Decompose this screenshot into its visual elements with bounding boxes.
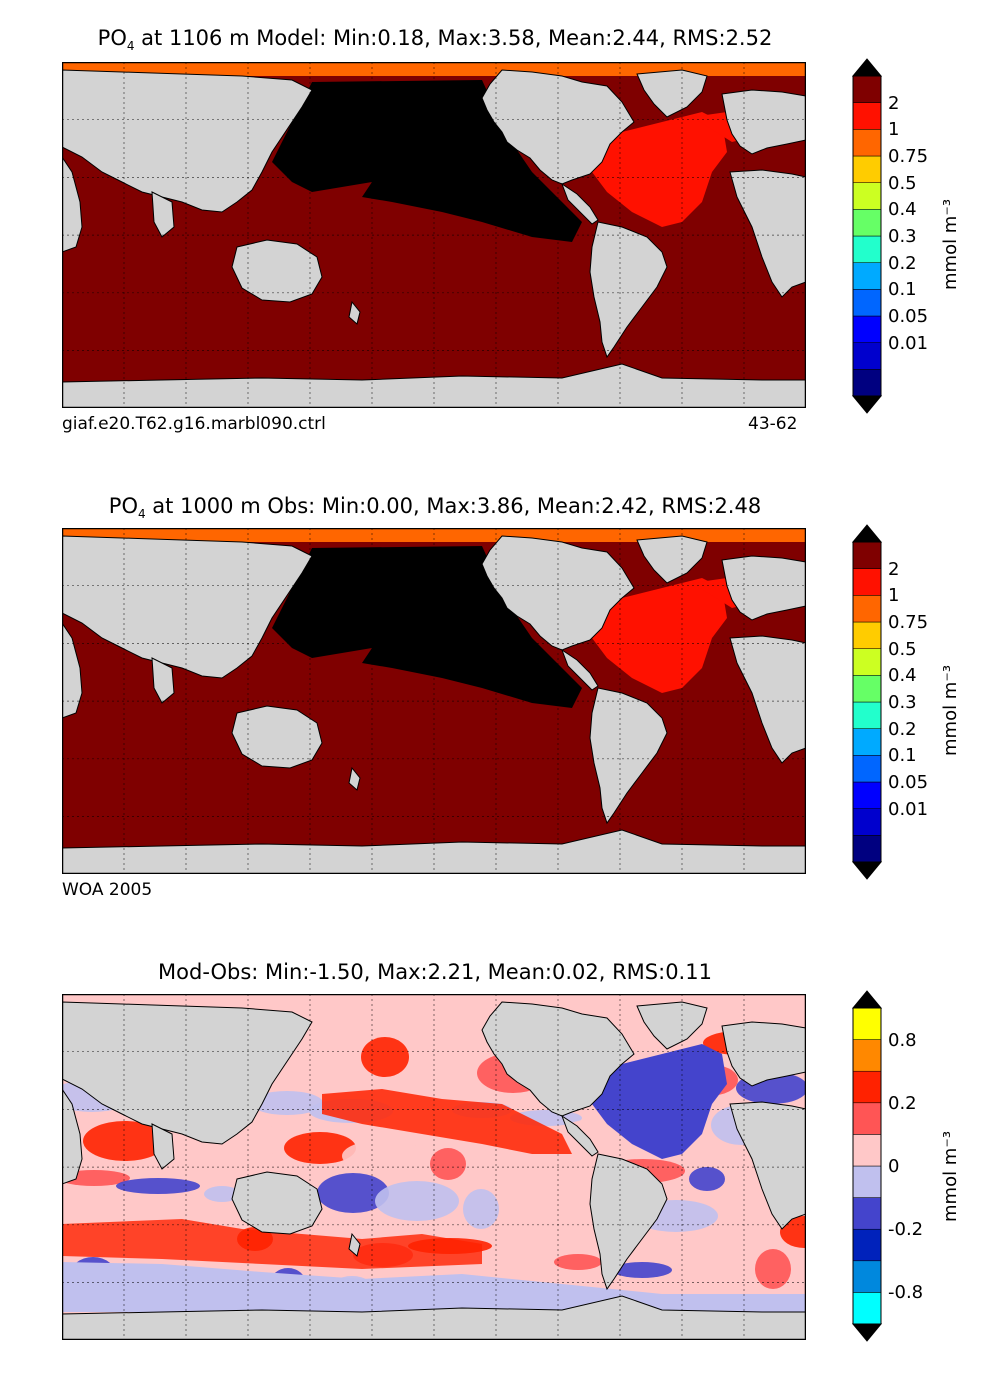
colorbar-tick-label: 0.3 — [888, 226, 917, 247]
colorbar-tick-label: 0.01 — [888, 332, 929, 354]
colorbar-tick-label: 0.4 — [888, 199, 917, 221]
panel-observations: PO4 at 1000 m Obs: Min:0.00, Max:3.86, M… — [0, 466, 996, 926]
world-map — [62, 62, 806, 408]
colorbar-tick-label: 0.4 — [888, 665, 917, 687]
experiment-caption: giaf.e20.T62.g16.marbl090.ctrl — [62, 414, 326, 434]
colorbar-tick-label: 0.1 — [888, 745, 917, 767]
colorbar-tick-label: 0.2 — [888, 252, 917, 274]
colorbar-tick-label: 1 — [888, 585, 900, 607]
colorbar-tick-label: 2 — [888, 558, 900, 580]
colorbar-tick-label: 0.2 — [888, 718, 917, 740]
unit-label: mmol m⁻³ — [940, 198, 961, 290]
colorbar-tick-label: 0.5 — [888, 638, 917, 660]
colorbar — [852, 990, 882, 1342]
world-map — [62, 994, 806, 1340]
unit-label: mmol m⁻³ — [940, 664, 961, 756]
colorbar-tick-label: 0.05 — [888, 772, 929, 793]
panel-title: PO4 at 1000 m Obs: Min:0.00, Max:3.86, M… — [108, 494, 762, 522]
panel-title: PO4 at 1106 m Model: Min:0.18, Max:3.58,… — [97, 26, 773, 54]
colorbar-tick-label: 0.3 — [888, 692, 917, 713]
data-source-caption: WOA 2005 — [62, 880, 153, 900]
colorbar-tick-label: 0 — [888, 1156, 900, 1177]
colorbar — [852, 524, 882, 880]
colorbar-tick-label: 1 — [888, 119, 900, 141]
colorbar — [852, 58, 882, 414]
colorbar-tick-label: 0.75 — [888, 146, 929, 167]
colorbar-tick-label: 0.01 — [888, 798, 929, 820]
unit-label: mmol m⁻³ — [940, 1130, 961, 1222]
colorbar-tick-label: -0.8 — [888, 1282, 924, 1304]
colorbar-tick-label: 0.5 — [888, 172, 917, 194]
colorbar-tick-label: 0.05 — [888, 306, 929, 327]
colorbar-tick-label: 2 — [888, 92, 900, 114]
colorbar-tick-label: 0.75 — [888, 612, 929, 633]
panel-title: Mod-Obs: Min:-1.50, Max:2.21, Mean:0.02,… — [158, 960, 712, 984]
world-map — [62, 528, 806, 874]
colorbar-tick-label: -0.2 — [888, 1219, 924, 1241]
panel-difference: Mod-Obs: Min:-1.50, Max:2.21, Mean:0.02,… — [0, 932, 996, 1392]
panel-model: PO4 at 1106 m Model: Min:0.18, Max:3.58,… — [0, 0, 996, 460]
colorbar-tick-label: 0.1 — [888, 279, 917, 301]
years-caption: 43-62 — [748, 414, 798, 434]
colorbar-tick-label: 0.2 — [888, 1092, 917, 1114]
colorbar-tick-label: 0.8 — [888, 1029, 917, 1051]
